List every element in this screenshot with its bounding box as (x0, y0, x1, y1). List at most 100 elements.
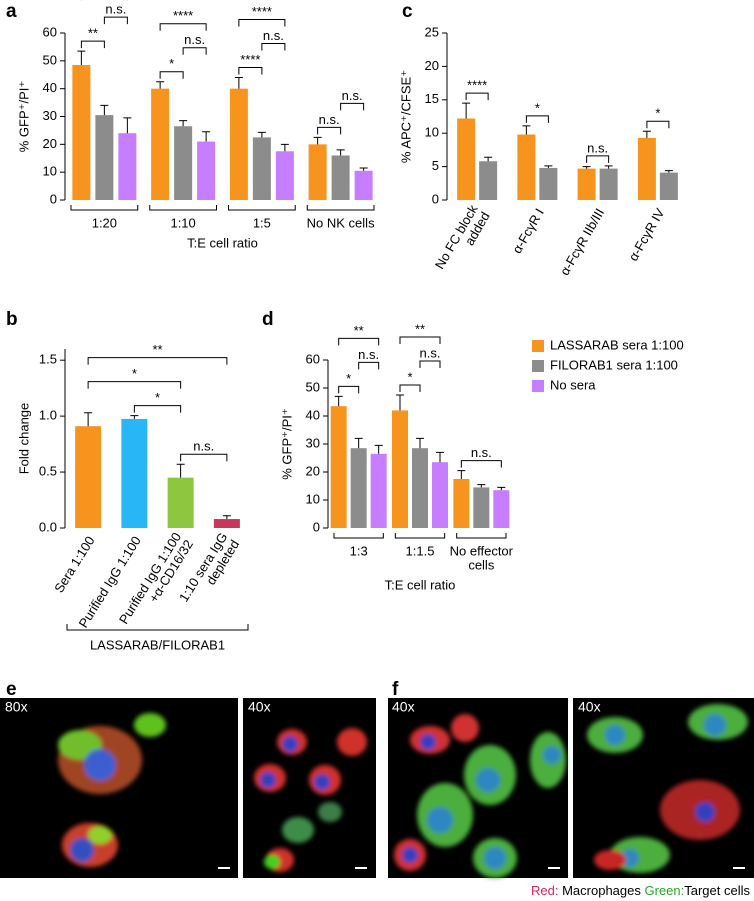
magnification: 40x (578, 699, 601, 715)
category-bracket (333, 533, 384, 539)
bar (252, 137, 271, 200)
x-tick-label-line: α-FcγR I (509, 206, 547, 256)
significance-bracket (317, 126, 342, 135)
bar (453, 479, 470, 528)
legend-swatch (532, 340, 544, 352)
panel-letter: a (6, 1, 17, 22)
y-axis-label: % APC⁺/CFSE⁺ (398, 70, 413, 163)
x-tick-label: α-FcγR IIb/III (557, 206, 607, 278)
error-bar (436, 451, 444, 463)
x-axis-label: T:E cell ratio (385, 577, 456, 592)
group-label: LASSARAB/FILORAB1 (90, 637, 225, 652)
panel-letter: d (262, 309, 274, 330)
x-axis-label: T:E cell ratio (187, 235, 258, 250)
x-tick-label: 1:3 (350, 543, 368, 558)
significance-bracket (159, 71, 184, 79)
bar (354, 170, 373, 200)
panel-letter: c (402, 1, 413, 22)
significance-bracket (133, 405, 182, 413)
magnification: 80x (5, 699, 28, 715)
y-tick-label: 40 (43, 80, 57, 95)
bar (370, 453, 387, 528)
error-bar (156, 81, 165, 89)
y-tick-label: 50 (306, 379, 320, 394)
x-tick-label: 1:10 (170, 215, 195, 230)
error-bar (313, 136, 322, 145)
y-tick-label: 0 (50, 191, 57, 206)
significance-label: **** (173, 8, 193, 23)
bar (151, 88, 170, 200)
bar (432, 462, 448, 528)
significance-bracket (525, 115, 549, 123)
error-bar (354, 437, 363, 449)
bar (330, 406, 347, 528)
y-tick-label: 20 (425, 58, 439, 73)
error-bar (642, 130, 651, 138)
y-axis-label: Fold change (16, 403, 31, 475)
panel-letter: e (6, 679, 17, 700)
y-axis-label: % GFP⁺/PI⁺ (279, 408, 294, 480)
caption-red-label: Red: (531, 883, 558, 898)
error-bar (544, 165, 553, 168)
category-bracket (306, 205, 375, 211)
x-tick-label-line: Sera 1:100 (51, 533, 97, 595)
significance-bracket (358, 361, 380, 370)
significance-bracket (399, 336, 441, 344)
error-bar (604, 165, 613, 169)
significance-label: * (169, 56, 174, 71)
y-tick-label: 20 (43, 136, 57, 151)
error-bar (257, 131, 266, 138)
category-bracket (149, 205, 217, 211)
y-tick-label: 60 (43, 24, 57, 39)
significance-bracket (586, 155, 610, 163)
significance-label: ** (354, 323, 364, 338)
error-bar (336, 149, 345, 156)
bar (331, 155, 350, 200)
significance-bracket (159, 23, 207, 31)
bar (479, 161, 498, 200)
legend-label: FILORAB1 sera 1:100 (550, 357, 678, 372)
significance-label: ** (88, 26, 98, 41)
significance-bracket (182, 47, 207, 55)
significance-bracket (238, 67, 263, 75)
significance-label: * (535, 100, 540, 115)
significance-label: **** (467, 78, 487, 93)
x-tick-label: cells (468, 557, 495, 572)
significance-bracket (419, 360, 441, 368)
bar (72, 65, 91, 200)
y-tick-label: 10 (425, 125, 439, 140)
y-tick-label: 0 (432, 191, 439, 206)
x-tick-label-line: α-FcγR IV (625, 205, 667, 263)
caption-green-text: Target cells (684, 883, 750, 898)
legend-swatch (532, 380, 544, 392)
category-bracket (70, 205, 139, 211)
bar (75, 426, 102, 528)
x-tick-label-line: α-FcγR IIb/III (557, 206, 607, 278)
magnification: 40x (392, 699, 415, 715)
significance-bracket (338, 385, 360, 394)
significance-bracket (261, 43, 286, 51)
error-bar (77, 50, 86, 66)
significance-label: * (155, 390, 160, 405)
bar (275, 151, 294, 200)
category-bracket (228, 205, 296, 211)
significance-label: n.s. (319, 112, 340, 127)
significance-label: **** (252, 4, 272, 19)
error-bar (334, 395, 343, 407)
significance-label: n.s. (358, 347, 379, 362)
error-bar (477, 484, 486, 488)
significance-label: n.s. (263, 28, 284, 43)
y-tick-label: 1.5 (39, 352, 57, 367)
bar (308, 144, 327, 200)
bar (577, 168, 596, 200)
bar (637, 137, 656, 200)
significance-label: n.s. (587, 140, 608, 155)
significance-label: * (407, 369, 412, 384)
significance-bracket (238, 19, 286, 27)
micrograph-f2 (573, 698, 754, 878)
legend-label: No sera (550, 377, 596, 392)
x-tick-label: 1:5 (253, 215, 271, 230)
error-bar (462, 102, 471, 119)
x-tick-label: Sera 1:100 (51, 533, 97, 595)
